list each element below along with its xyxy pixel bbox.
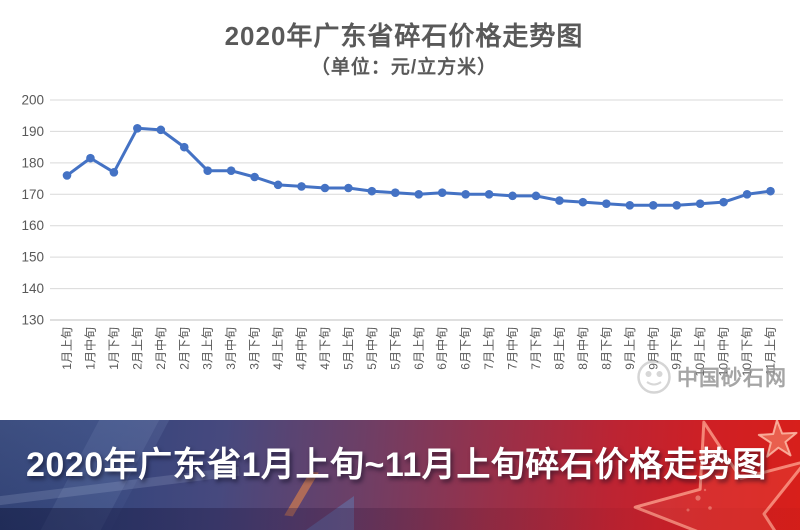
x-tick-label: 8月中旬 bbox=[575, 327, 590, 370]
x-tick-label: 11月上旬 bbox=[764, 327, 778, 375]
x-tick-label: 4月下旬 bbox=[318, 327, 332, 370]
data-point bbox=[719, 197, 728, 207]
data-point bbox=[508, 191, 517, 201]
y-axis-labels: 130 140 150 160 170 180 190 200 bbox=[21, 93, 44, 328]
x-tick-label: 8月下旬 bbox=[599, 327, 613, 370]
x-tick-label: 8月上旬 bbox=[552, 327, 566, 370]
banner-title: 2020年广东省1月上旬~11月上旬碎石价格走势图 bbox=[26, 446, 767, 484]
data-point bbox=[484, 189, 494, 199]
data-point bbox=[226, 166, 236, 176]
x-tick-label: 10月上旬 bbox=[693, 327, 707, 376]
data-point bbox=[672, 200, 681, 210]
data-point bbox=[625, 200, 635, 210]
y-tick-label: 190 bbox=[21, 124, 44, 139]
y-tick-label: 160 bbox=[21, 218, 44, 233]
data-point bbox=[391, 188, 400, 198]
data-point bbox=[133, 123, 142, 133]
data-point bbox=[86, 153, 95, 163]
x-tick-label: 4月上旬 bbox=[271, 327, 285, 370]
data-point bbox=[414, 189, 424, 199]
data-point bbox=[250, 172, 259, 182]
x-tick-label: 1月中旬 bbox=[82, 327, 97, 370]
data-point bbox=[297, 182, 306, 191]
data-point bbox=[555, 196, 564, 205]
x-tick-label: 2月下旬 bbox=[177, 327, 191, 370]
x-tick-label: 6月中旬 bbox=[434, 327, 449, 370]
x-tick-label: 1月下旬 bbox=[107, 327, 121, 370]
data-point bbox=[461, 189, 470, 199]
x-tick-label: 10月下旬 bbox=[740, 327, 754, 376]
x-tick-label: 7月中旬 bbox=[505, 327, 520, 370]
x-tick-label: 3月中旬 bbox=[223, 327, 238, 370]
data-point bbox=[695, 199, 705, 209]
price-trend-line-chart: 130 140 150 160 170 180 190 200 1月上旬 1月中旬 1月下旬 2月上旬… bbox=[21, 93, 783, 376]
x-tick-label: 9月上旬 bbox=[623, 327, 637, 370]
data-point bbox=[766, 186, 775, 196]
data-point bbox=[648, 200, 658, 210]
x-tick-label: 3月下旬 bbox=[248, 327, 262, 370]
x-tick-label: 2月上旬 bbox=[130, 327, 144, 370]
x-tick-label: 7月上旬 bbox=[482, 327, 496, 370]
data-point bbox=[273, 180, 283, 190]
y-tick-label: 150 bbox=[21, 250, 44, 265]
y-tick-label: 130 bbox=[21, 313, 44, 328]
data-point bbox=[344, 183, 353, 193]
price-series bbox=[62, 123, 775, 210]
chart-title: 2020年广东省碎石价格走势图 bbox=[224, 21, 584, 51]
data-point bbox=[578, 197, 588, 207]
x-tick-label: 10月中旬 bbox=[716, 327, 731, 376]
data-point bbox=[367, 186, 377, 196]
y-tick-label: 200 bbox=[21, 93, 44, 108]
x-tick-label: 5月上旬 bbox=[341, 327, 355, 370]
chart-subtitle: （单位：元/立方米） bbox=[310, 57, 498, 78]
data-point bbox=[156, 125, 166, 135]
x-tick-label: 9月中旬 bbox=[645, 327, 660, 370]
y-tick-label: 170 bbox=[21, 187, 44, 202]
banner-bottom-band bbox=[0, 508, 800, 530]
x-tick-label: 1月上旬 bbox=[60, 327, 74, 370]
data-point bbox=[109, 167, 119, 177]
x-tick-label: 7月下旬 bbox=[529, 327, 543, 370]
data-point bbox=[62, 171, 72, 180]
data-point bbox=[179, 142, 189, 152]
banner-wedge-decoration bbox=[306, 496, 354, 530]
data-point bbox=[531, 191, 541, 201]
data-point bbox=[203, 166, 212, 176]
x-tick-label: 4月中旬 bbox=[294, 327, 309, 370]
x-tick-label: 6月下旬 bbox=[459, 327, 473, 370]
data-point bbox=[320, 183, 330, 193]
x-tick-label: 5月中旬 bbox=[364, 327, 379, 370]
bottom-banner: 2020年广东省1月上旬~11月上旬碎石价格走势图 bbox=[0, 420, 800, 530]
x-tick-label: 9月下旬 bbox=[670, 327, 684, 370]
x-tick-label: 6月上旬 bbox=[412, 327, 426, 370]
y-tick-label: 140 bbox=[21, 281, 44, 296]
x-tick-label: 2月中旬 bbox=[153, 327, 168, 370]
data-point bbox=[742, 189, 752, 199]
chart-card: 2020年广东省碎石价格走势图 （单位：元/立方米） 130 140 150 160 1… bbox=[21, 21, 786, 394]
data-point bbox=[602, 199, 611, 209]
x-tick-label: 5月下旬 bbox=[388, 327, 402, 370]
x-axis-labels: 1月上旬 1月中旬 1月下旬 2月上旬 2月中旬 2月下旬 3月上旬 3月中旬 3月下旬 4月上旬… bbox=[60, 327, 778, 376]
data-point bbox=[437, 188, 447, 198]
x-tick-label: 3月上旬 bbox=[201, 327, 215, 370]
y-tick-label: 180 bbox=[21, 155, 44, 170]
